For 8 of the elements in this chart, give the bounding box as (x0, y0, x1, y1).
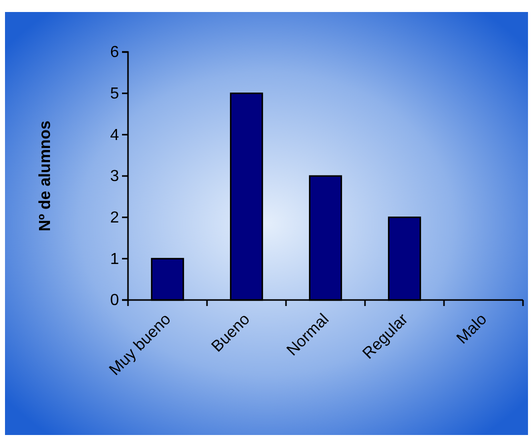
y-axis-title: Nº de alumnos (37, 120, 54, 232)
y-tick-label: 1 (110, 250, 120, 268)
y-tick-label: 4 (110, 126, 120, 144)
y-tick-label: 6 (110, 44, 120, 62)
y-tick-label: 3 (110, 168, 120, 186)
y-tick-label: 0 (110, 292, 120, 310)
y-tick-label: 5 (110, 85, 120, 102)
y-tick-label: 2 (110, 209, 120, 226)
